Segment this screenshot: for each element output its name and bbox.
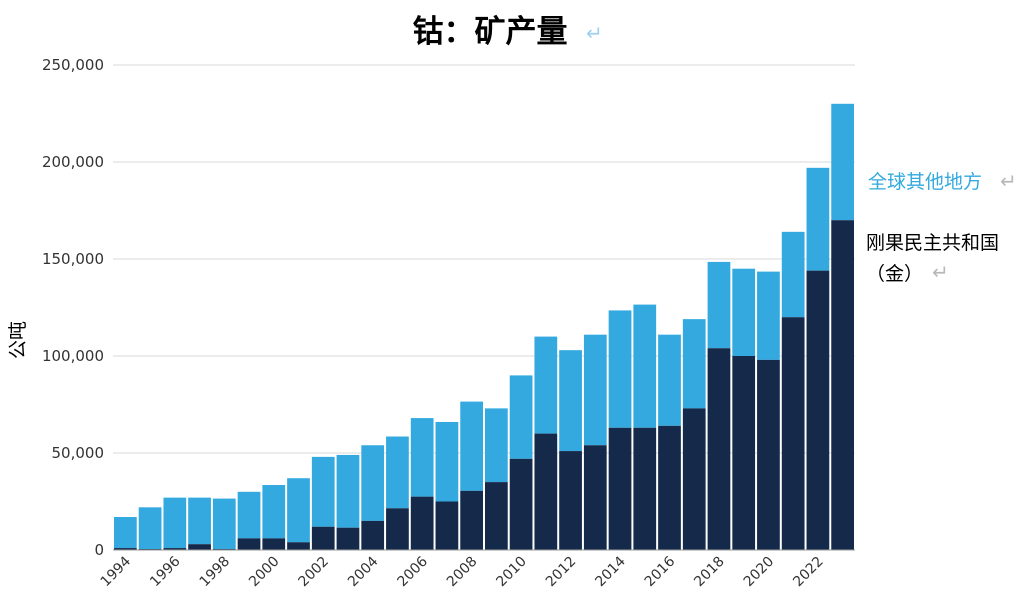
bar-drc [311,526,335,550]
y-axis-label-group: 公吨 [7,321,29,359]
bar-drc [336,527,360,550]
bar-drc [732,356,756,550]
bar-drc [460,490,483,550]
y-tick-label: 150,000 [42,250,104,268]
bar-rest-of-world [386,436,409,509]
bar-rest-of-world [311,456,335,527]
chart-title-group: 钴：矿产量 ↵ [413,14,603,50]
bar-drc [509,458,533,550]
legend-rest-return-mark: ↵ [1000,169,1017,193]
x-tick-label: 1998 [197,554,234,591]
y-axis-ticks: 0 50,000 100,000 150,000 200,000 250,000 [42,56,104,559]
bar-drc [806,270,830,550]
bar-drc [188,544,211,550]
bar-drc [114,548,137,550]
bar-rest-of-world [633,304,657,428]
bar-drc [163,548,187,550]
y-tick-label: 50,000 [52,444,105,462]
x-tick-label: 2008 [444,554,481,591]
legend-rest-of-world: 全球其他地方 [868,171,982,193]
bar-rest-of-world [212,498,236,550]
bar-drc [682,408,706,550]
x-tick-label: 2014 [592,553,629,590]
bar-drc [287,542,310,550]
bar-rest-of-world [485,408,508,483]
x-tick-label: 2020 [741,554,778,591]
bar-drc [608,427,632,550]
bar-rest-of-world [781,231,805,318]
bar-rest-of-world [188,497,211,545]
x-tick-label: 2010 [493,554,530,591]
bar-drc [410,496,434,550]
bars [113,103,855,551]
bar-rest-of-world [509,375,533,459]
bar-drc [781,317,805,550]
bar-drc [262,538,286,550]
bar-rest-of-world [831,103,854,221]
bar-rest-of-world [732,268,756,356]
bar-drc [707,348,731,550]
bar-rest-of-world [682,319,706,409]
x-tick-label: 2022 [790,554,827,591]
bar-rest-of-world [707,261,731,349]
chart-title: 钴：矿产量 [413,14,568,50]
bar-rest-of-world [336,454,360,528]
bar-rest-of-world [460,401,483,491]
bar-drc [658,425,681,550]
bar-rest-of-world [138,507,162,550]
bar-rest-of-world [163,497,187,549]
legend-drc-return-mark: ↵ [932,260,949,284]
title-return-mark: ↵ [586,21,603,45]
bar-drc [485,482,508,550]
bar-rest-of-world [757,271,780,360]
bar-drc [633,427,657,550]
bar-rest-of-world [410,418,434,497]
x-tick-label: 1996 [147,553,184,590]
bar-drc [534,433,558,550]
bar-drc [757,359,780,550]
bar-drc [361,520,385,550]
x-tick-label: 2018 [691,554,728,591]
bar-rest-of-world [806,167,830,271]
y-axis-label: 公吨 [7,321,29,359]
x-tick-label: 2002 [296,554,333,591]
y-tick-label: 250,000 [42,56,104,74]
x-tick-label: 2006 [394,553,431,590]
bar-rest-of-world [287,478,310,543]
x-tick-label: 2016 [642,553,679,590]
bar-drc [831,220,854,550]
y-tick-label: 200,000 [42,153,104,171]
y-tick-label: 0 [94,541,104,559]
legend-drc-line2: （金） [866,263,923,285]
x-tick-label: 2000 [246,554,283,591]
bar-rest-of-world [658,334,681,426]
y-tick-label: 100,000 [42,347,104,365]
x-axis-ticks: 1994 1996 1998 2000 2002 2004 2006 2008 2010 2012… [98,553,827,590]
bar-rest-of-world [559,350,582,452]
x-tick-label: 2012 [543,554,580,591]
bar-rest-of-world [583,334,607,446]
bar-rest-of-world [534,336,558,434]
bar-drc [386,508,409,550]
bar-drc [583,445,607,550]
bar-rest-of-world [114,517,137,549]
bar-rest-of-world [262,485,286,539]
bar-rest-of-world [435,421,459,502]
legend: 全球其他地方 ↵ 刚果民主共和国 （金） ↵ [866,169,1017,285]
bar-drc [435,501,459,550]
legend-drc-line1: 刚果民主共和国 [866,232,999,254]
bar-rest-of-world [361,445,385,521]
bar-drc [559,451,582,550]
bar-rest-of-world [237,491,261,539]
x-tick-label: 2004 [345,553,382,590]
bar-drc [237,538,261,550]
bar-rest-of-world [608,310,632,428]
